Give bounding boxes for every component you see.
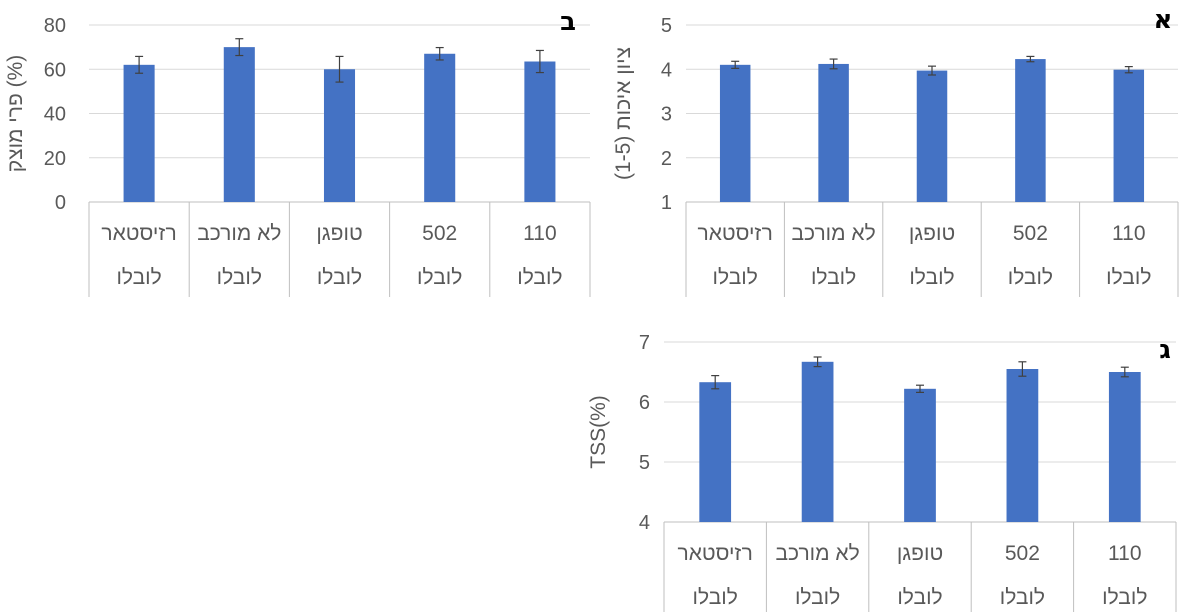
category-label: טופגן: [897, 542, 943, 565]
category-label: לובלו: [713, 266, 758, 289]
category-label: לא מורכב: [791, 222, 875, 245]
category-label: לובלו: [897, 586, 942, 609]
y-tick-label: 20: [44, 148, 66, 170]
category-label: לובלו: [811, 266, 856, 289]
bar: [719, 64, 751, 202]
bar: [801, 361, 834, 522]
bar: [524, 61, 556, 202]
bar: [904, 388, 936, 522]
category-label: 110: [523, 222, 556, 245]
chart-panel-2: 0 20 40 60 80 רזיסטאר לובלו לא מורכב לובלו טופגן ל…: [4, 7, 591, 297]
category-label: רזיסטאר: [101, 222, 176, 245]
category-label: לובלו: [1008, 266, 1053, 289]
category-label: 502: [1013, 222, 1048, 245]
bar: [916, 70, 948, 202]
bar: [223, 47, 255, 202]
category-label: רזיסטאר: [678, 542, 753, 565]
bar: [123, 64, 155, 202]
category-label: 502: [422, 222, 457, 245]
category-label: טופגן: [316, 222, 362, 245]
category-label: 110: [1108, 542, 1141, 565]
y-tick-label: 3: [661, 104, 672, 126]
bar: [323, 69, 356, 202]
y-tick-label: 4: [661, 59, 672, 81]
category-label: לובלו: [693, 586, 738, 609]
y-tick-label: 2: [661, 148, 672, 170]
y-axis-title: ציון איכות (1-5): [612, 47, 635, 180]
category-label: לובלו: [517, 266, 562, 289]
category-label: לובלו: [1106, 266, 1151, 289]
y-tick-label: 80: [44, 15, 66, 37]
panel-letter: ב: [560, 7, 576, 37]
y-tick-label: 0: [55, 192, 66, 214]
category-label: לובלו: [795, 586, 840, 609]
category-label: טופגן: [909, 222, 955, 245]
bar: [818, 63, 849, 202]
category-label: לובלו: [116, 266, 161, 289]
bar: [1113, 69, 1145, 202]
panel-letter: א: [1154, 5, 1173, 35]
y-tick-label: 5: [639, 452, 650, 474]
y-tick-label: 60: [44, 59, 66, 81]
bar: [1006, 369, 1039, 522]
chart-panel-3: 4 5 6 7 רזיסטאר לובלו לא מורכב לובלו טופגן לובלו 5…: [587, 332, 1177, 612]
y-tick-label: 40: [44, 104, 66, 126]
category-label: לובלו: [317, 266, 362, 289]
category-label: 502: [1005, 542, 1040, 565]
panel-letter: ג: [1159, 335, 1171, 365]
chart-panel-1: 1 2 3 4 5 רזיסטאר לובלו לא מורכב לובלו טופגן לובלו…: [612, 5, 1179, 297]
y-axis-title: TSS(%): [587, 395, 610, 469]
category-label: רזיסטאר: [698, 222, 773, 245]
bar: [1015, 59, 1046, 203]
category-label: לובלו: [1000, 586, 1045, 609]
category-label: לובלו: [1102, 586, 1147, 609]
y-axis-title: פרי מוצק (%): [4, 55, 27, 173]
category-label: לא מורכב: [775, 542, 859, 565]
category-label: לא מורכב: [197, 222, 281, 245]
y-tick-label: 4: [639, 512, 650, 534]
y-tick-label: 5: [661, 15, 672, 37]
category-label: לובלו: [417, 266, 462, 289]
bar: [699, 382, 732, 522]
bar: [1108, 372, 1141, 522]
category-label: לובלו: [909, 266, 954, 289]
y-tick-label: 6: [639, 392, 650, 414]
y-tick-label: 7: [639, 332, 650, 354]
bar: [424, 53, 456, 203]
y-tick-label: 1: [661, 192, 672, 214]
category-label: 110: [1112, 222, 1145, 245]
category-label: לובלו: [217, 266, 262, 289]
